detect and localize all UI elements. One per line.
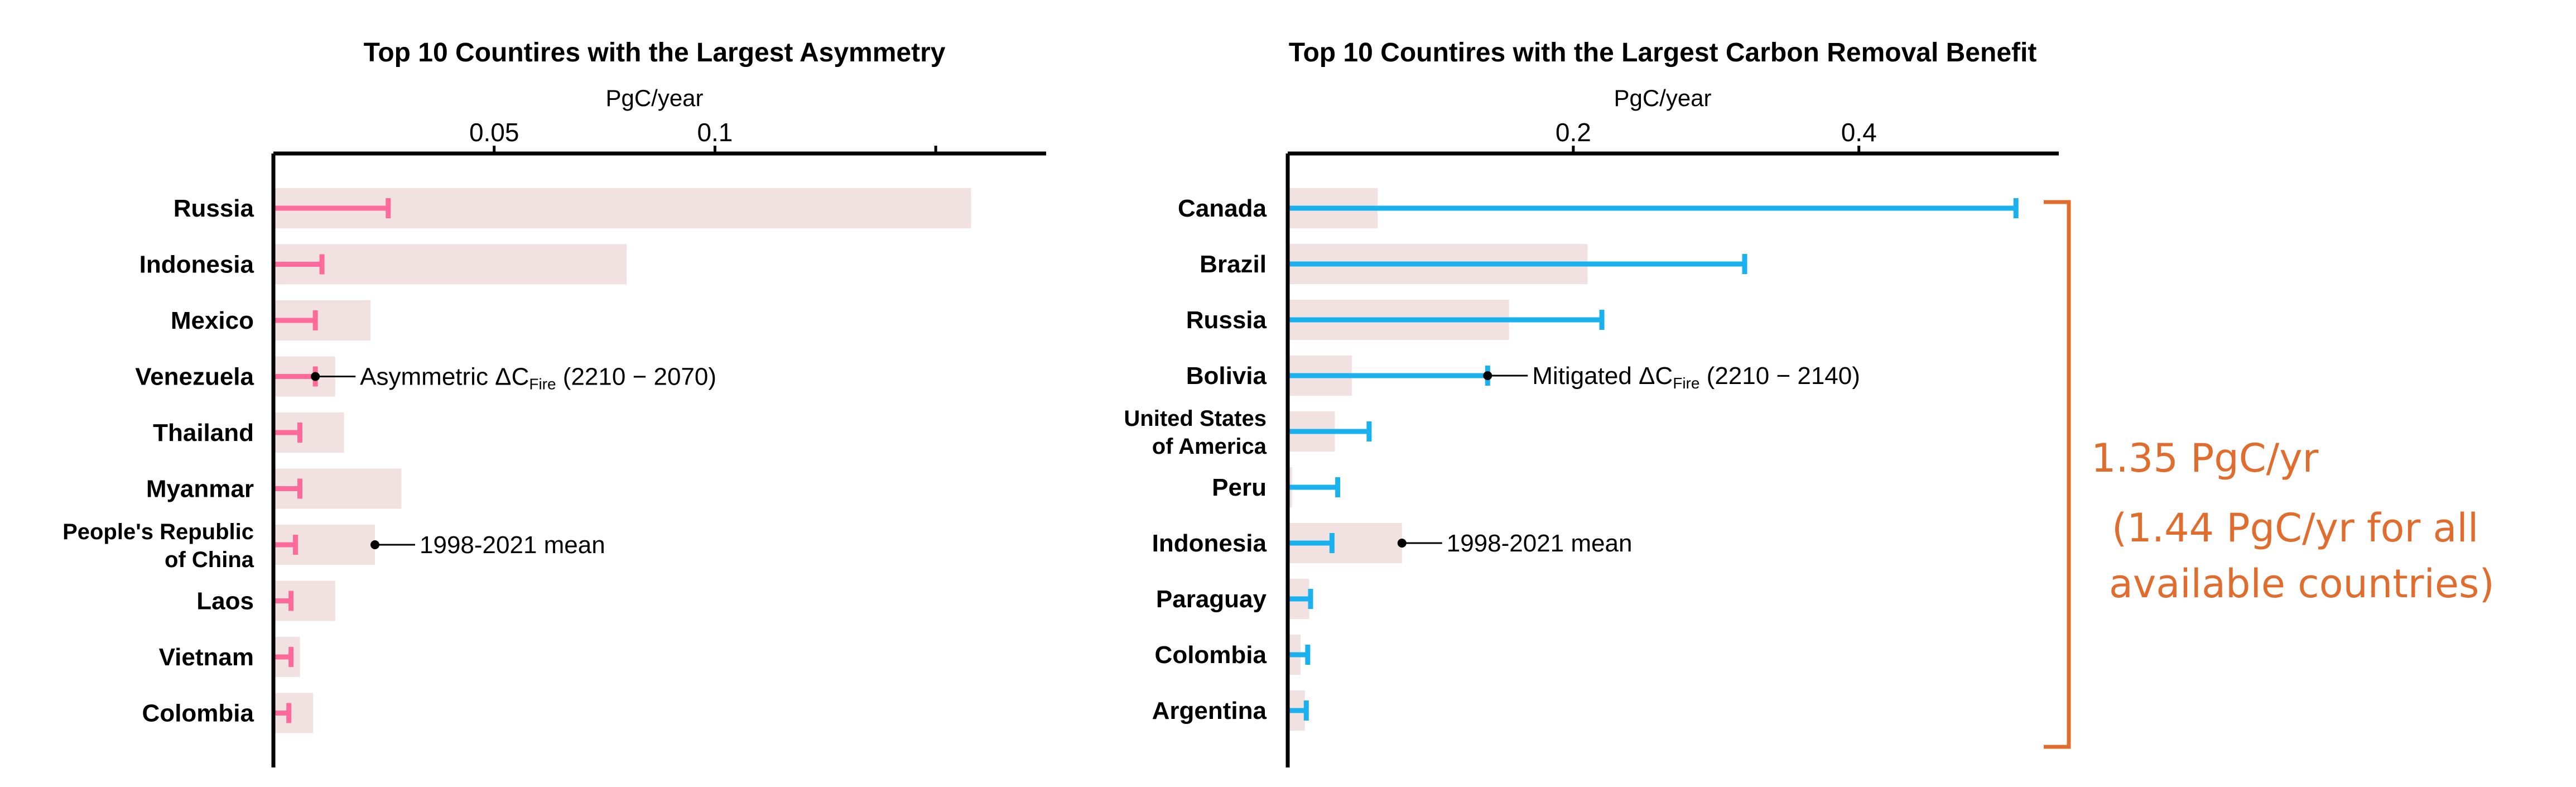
- annotation-label-1: 1998-2021 mean: [1447, 530, 1633, 557]
- category-label-argentina: Argentina: [1152, 697, 1267, 724]
- annotation-label-0-subscript: Fire: [529, 376, 556, 393]
- x-tick-label: 0.1: [697, 118, 733, 147]
- x-axis-label: PgC/year: [605, 85, 703, 111]
- annotation-label-0-main: Mitigated ΔC: [1532, 362, 1673, 390]
- x-axis-label: PgC/year: [1614, 85, 1711, 111]
- bracket-note-total: 1.35 PgC/yr: [2091, 435, 2319, 481]
- bracket-shape: [2044, 200, 2071, 749]
- annotation-label-0-suffix: (2210 − 2070): [556, 363, 716, 391]
- category-label-peru: Peru: [1212, 474, 1267, 501]
- bracket-note-all-countries-line2: available countries): [2109, 561, 2495, 607]
- annotation-label-1: 1998-2021 mean: [420, 531, 605, 559]
- mean-bar-indonesia: [273, 244, 627, 285]
- annotation-label-0: Asymmetric ΔCFire (2210 − 2070): [360, 363, 716, 393]
- annotation-label-0-suffix: (2210 − 2140): [1699, 362, 1860, 390]
- category-label-people-s-republic-of-china: of China: [165, 548, 254, 572]
- category-label-thailand: Thailand: [153, 419, 254, 447]
- category-label-indonesia: Indonesia: [1152, 530, 1267, 557]
- x-tick-label: 0.4: [1841, 118, 1877, 147]
- annotation-label-0: Mitigated ΔCFire (2210 − 2140): [1532, 362, 1860, 392]
- chart-title: Top 10 Countires with the Largest Carbon…: [1289, 38, 2037, 68]
- asymmetry-chart-panel: Top 10 Countires with the Largest Asymme…: [62, 38, 1046, 767]
- annotation-label-0-subscript: Fire: [1673, 375, 1699, 392]
- category-label-colombia: Colombia: [1155, 641, 1267, 669]
- category-label-venezuela: Venezuela: [135, 363, 254, 391]
- category-label-people-s-republic-of-china: People's Republic: [62, 520, 254, 544]
- annotation-label-1-main: 1998-2021 mean: [1447, 530, 1633, 557]
- category-label-mexico: Mexico: [171, 307, 254, 334]
- x-tick-label: 0.05: [469, 118, 519, 147]
- chart-title: Top 10 Countires with the Largest Asymme…: [364, 38, 946, 68]
- category-label-bolivia: Bolivia: [1186, 362, 1267, 390]
- category-label-paraguay: Paraguay: [1156, 586, 1267, 613]
- category-label-russia: Russia: [174, 195, 254, 222]
- category-label-vietnam: Vietnam: [159, 644, 254, 671]
- category-label-myanmar: Myanmar: [146, 476, 254, 503]
- category-label-indonesia: Indonesia: [139, 251, 254, 279]
- category-label-colombia: Colombia: [142, 700, 254, 727]
- category-label-united-states-of-america: of America: [1152, 434, 1267, 459]
- category-label-canada: Canada: [1178, 195, 1267, 222]
- bracket-note-all-countries-line1: (1.44 PgC/yr for all: [2112, 505, 2479, 551]
- category-label-laos: Laos: [196, 588, 254, 615]
- x-tick-label: 0.2: [1556, 118, 1591, 147]
- annotation-label-1-main: 1998-2021 mean: [420, 531, 605, 559]
- category-label-russia: Russia: [1186, 306, 1267, 334]
- annotation-label-0-main: Asymmetric ΔC: [360, 363, 529, 391]
- category-label-brazil: Brazil: [1200, 251, 1267, 278]
- carbon-removal-chart-panel: Top 10 Countires with the Largest Carbon…: [1124, 38, 2059, 767]
- category-label-united-states-of-america: United States: [1124, 406, 1267, 431]
